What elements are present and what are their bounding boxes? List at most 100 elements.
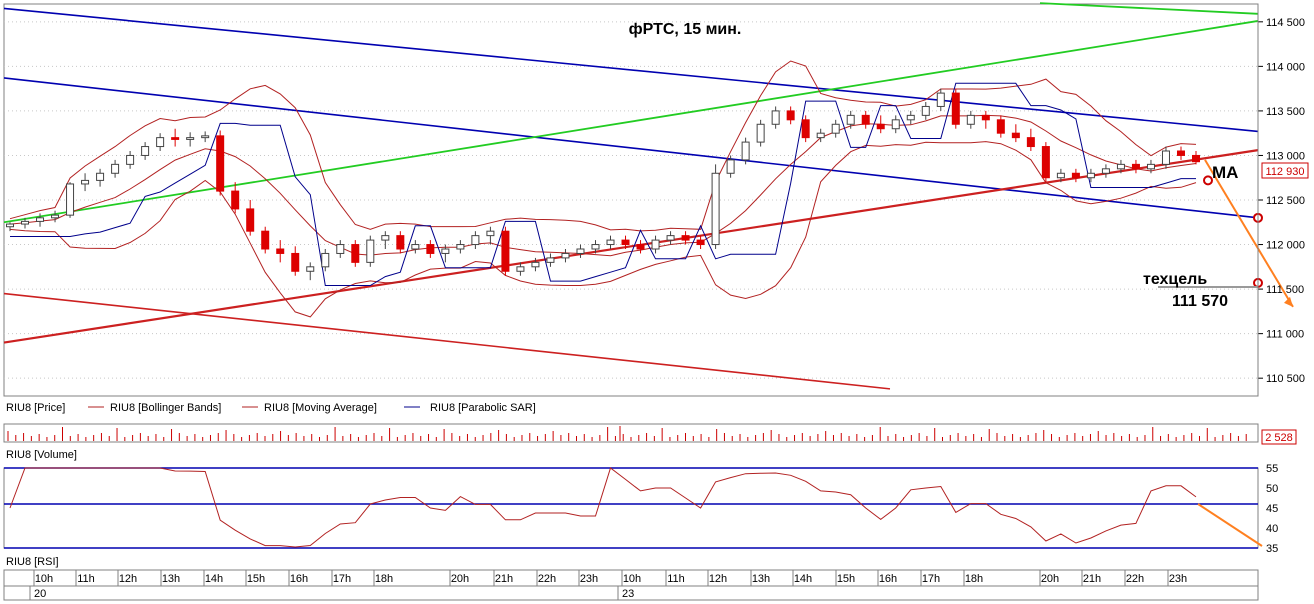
time-axis bbox=[3, 569, 1259, 601]
candle-body bbox=[951, 92, 960, 125]
rsi-panel[interactable] bbox=[3, 467, 1259, 549]
time-hour-label: 14h bbox=[205, 573, 223, 585]
time-hour-label: 17h bbox=[922, 573, 940, 585]
candle-body bbox=[456, 244, 465, 250]
volume-last-badge: 2 528 bbox=[1265, 432, 1293, 444]
candle-body bbox=[696, 239, 705, 246]
candle-body bbox=[1176, 150, 1185, 156]
candle-body bbox=[966, 114, 975, 125]
candle-body bbox=[1011, 132, 1020, 139]
target-circle-marker bbox=[1203, 175, 1213, 186]
time-hour-label: 18h bbox=[965, 573, 983, 585]
candle-body bbox=[471, 235, 480, 246]
candle-body bbox=[846, 114, 855, 125]
time-hour-label: 11h bbox=[77, 573, 95, 585]
rsi-tick-label: 40 bbox=[1266, 523, 1278, 535]
candle-body bbox=[996, 119, 1005, 134]
candle-body bbox=[231, 190, 240, 210]
legend-parabolic-sar: RIU8 [Parabolic SAR] bbox=[430, 402, 536, 414]
rsi-tick-label: 35 bbox=[1266, 543, 1278, 555]
time-hour-label: 10h bbox=[35, 573, 53, 585]
candle-body bbox=[651, 239, 660, 250]
time-hour-label: 15h bbox=[837, 573, 855, 585]
price-tick-label: 113 000 bbox=[1266, 150, 1305, 162]
candle-body bbox=[1056, 172, 1065, 179]
candle-body bbox=[921, 105, 930, 116]
chart-title: фРТС, 15 мин. bbox=[629, 21, 742, 38]
rsi-path bbox=[9, 467, 1197, 548]
time-hour-label: 10h bbox=[623, 573, 641, 585]
candle-body bbox=[741, 141, 750, 161]
price-tick-label: 112 500 bbox=[1266, 195, 1305, 207]
candle-body bbox=[1192, 154, 1200, 163]
sar-path bbox=[10, 82, 1196, 286]
moving-average-line bbox=[9, 114, 1197, 257]
candle-body bbox=[381, 235, 390, 241]
candle-body bbox=[1086, 172, 1095, 179]
bollinger-lower bbox=[9, 141, 1197, 318]
candle-body bbox=[501, 230, 510, 272]
time-hour-label: 16h bbox=[879, 573, 897, 585]
candle-body bbox=[306, 266, 315, 272]
volume-panel[interactable] bbox=[3, 423, 1259, 443]
blue-channel-upper bbox=[3, 7, 1259, 133]
candle-body bbox=[516, 266, 525, 272]
price-y-axis: 114 500 114 000 113 500 113 000 112 500 112 0… bbox=[1258, 17, 1305, 385]
time-hour-label: 14h bbox=[794, 573, 812, 585]
price-tick-label: 114 500 bbox=[1266, 17, 1305, 29]
time-hour-label: 22h bbox=[1126, 573, 1144, 585]
time-hour-label: 20h bbox=[1041, 573, 1059, 585]
time-hour-label: 17h bbox=[333, 573, 351, 585]
candle-body bbox=[276, 248, 285, 254]
candle-body bbox=[441, 248, 450, 254]
candle-body bbox=[531, 261, 540, 268]
red-channel-lower bbox=[3, 292, 891, 390]
candle-body bbox=[411, 244, 420, 250]
candle-body bbox=[801, 119, 810, 139]
price-tick-label: 112 000 bbox=[1266, 240, 1305, 252]
volume-badge-box bbox=[1261, 429, 1297, 445]
candle-body bbox=[141, 146, 150, 156]
candle-body bbox=[126, 154, 135, 165]
candle-body bbox=[1071, 172, 1080, 179]
candle-body bbox=[6, 223, 14, 228]
time-hour-label: 13h bbox=[752, 573, 770, 585]
forecast-arrow-line bbox=[1204, 159, 1294, 308]
candle-body bbox=[621, 239, 630, 246]
rsi-line bbox=[4, 467, 1263, 549]
last-price-badge: 112 930 bbox=[1266, 166, 1305, 178]
candle-body bbox=[216, 135, 225, 192]
ma-annotation: MA bbox=[1212, 163, 1238, 182]
candle-body bbox=[261, 230, 270, 250]
day-label: 23 bbox=[622, 588, 634, 600]
candle-body bbox=[576, 248, 585, 254]
candle-body bbox=[591, 244, 600, 250]
candle-body bbox=[891, 119, 900, 130]
time-hour-label: 23h bbox=[1169, 573, 1187, 585]
candle-body bbox=[336, 244, 345, 254]
time-hour-label: 13h bbox=[162, 573, 180, 585]
target-label: техцель bbox=[1143, 271, 1207, 288]
candle-body bbox=[366, 239, 375, 263]
time-hour-label: 16h bbox=[290, 573, 308, 585]
rsi-forecast-line bbox=[1197, 503, 1263, 547]
trend-channels bbox=[3, 2, 1259, 390]
candle-body bbox=[396, 235, 405, 250]
candle-body bbox=[906, 114, 915, 121]
candle-body bbox=[1161, 150, 1170, 165]
candle-body bbox=[771, 110, 780, 125]
day-label: 20 bbox=[34, 588, 46, 600]
candle-body bbox=[786, 110, 795, 121]
candle-body bbox=[666, 235, 675, 241]
volume-bars bbox=[7, 426, 1247, 441]
time-hour-label: 15h bbox=[247, 573, 265, 585]
candle-body bbox=[51, 214, 60, 219]
candle-body bbox=[726, 159, 735, 174]
candle-body bbox=[876, 123, 885, 130]
candle-body bbox=[981, 114, 990, 121]
bollinger-bands bbox=[9, 60, 1197, 318]
candle-body bbox=[1041, 146, 1050, 179]
candle-body bbox=[66, 183, 75, 216]
time-hour-label: 21h bbox=[1083, 573, 1101, 585]
